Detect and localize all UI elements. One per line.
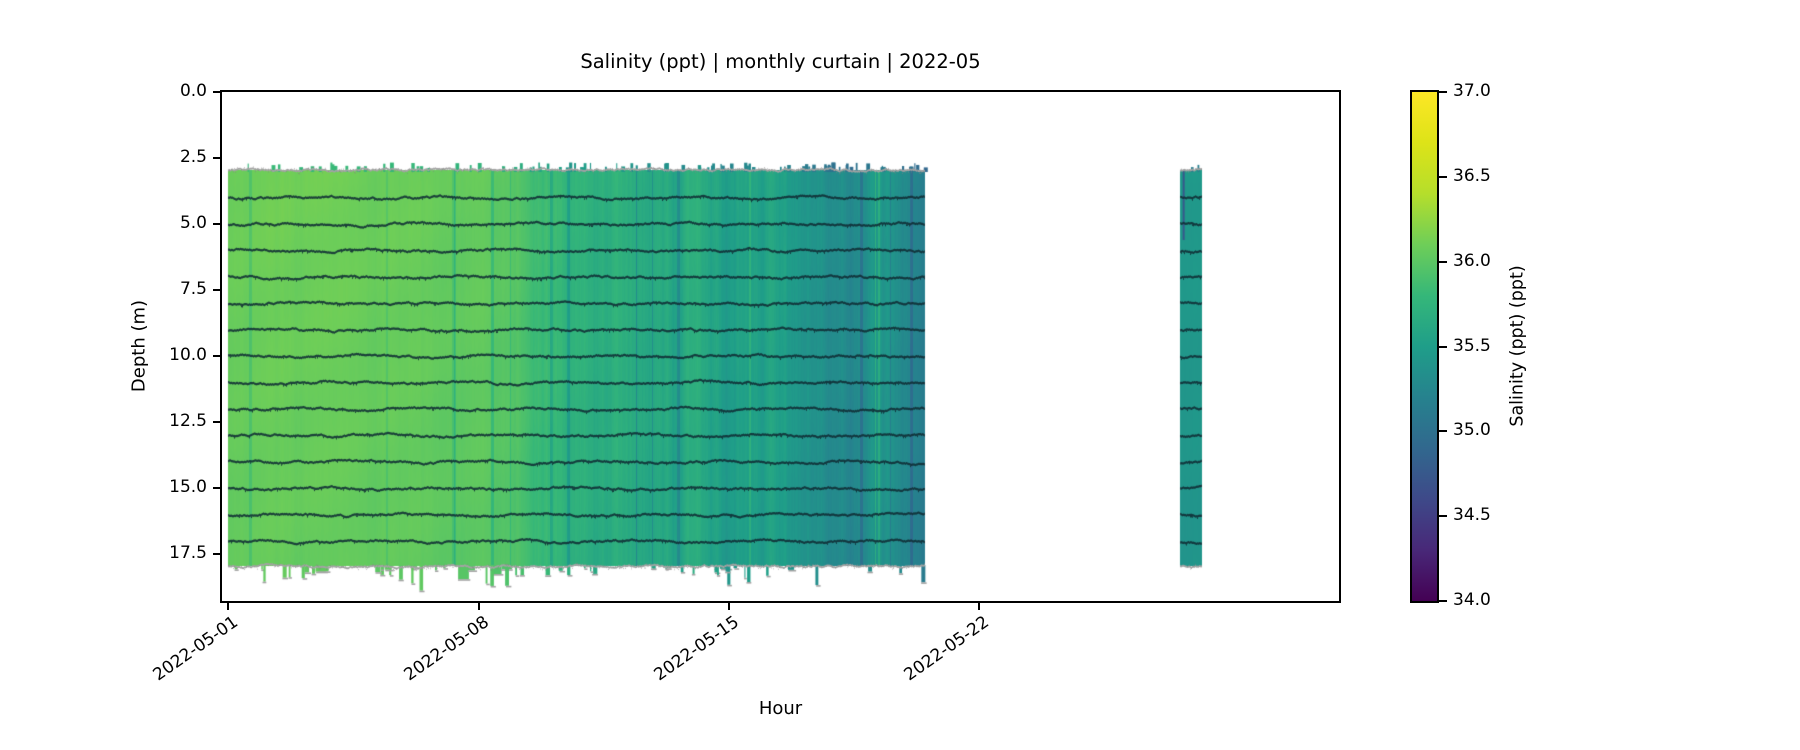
y-tick-mark xyxy=(213,355,222,358)
colorbar-tick-mark xyxy=(1439,345,1447,348)
colorbar-tick-label: 35.5 xyxy=(1453,335,1491,356)
y-tick-mark xyxy=(213,91,222,93)
x-tick-mark xyxy=(477,601,480,610)
colorbar-tick-mark xyxy=(1439,430,1447,433)
x-tick-label: 2022-05-01 xyxy=(149,612,242,686)
x-tick-mark xyxy=(727,601,730,610)
colorbar-gradient xyxy=(1412,92,1437,601)
colorbar-tick-label: 37.0 xyxy=(1453,81,1491,101)
y-tick-label: 2.5 xyxy=(179,147,207,168)
y-tick-mark xyxy=(213,553,222,556)
y-tick-mark xyxy=(213,223,222,226)
x-tick-label: 2022-05-08 xyxy=(400,612,493,686)
x-tick-label: 2022-05-15 xyxy=(650,612,743,686)
curtain-plot-canvas xyxy=(222,92,1339,601)
colorbar-tick-label: 34.5 xyxy=(1453,505,1491,526)
colorbar-tick-label: 36.0 xyxy=(1453,250,1491,271)
colorbar-label: Salinity (ppt) (ppt) xyxy=(1507,265,1528,427)
chart-title: Salinity (ppt) | monthly curtain | 2022-… xyxy=(580,50,981,73)
colorbar-tick-mark xyxy=(1439,175,1447,178)
colorbar-tick-label: 36.5 xyxy=(1453,165,1491,186)
y-tick-mark xyxy=(213,487,222,490)
y-tick-label: 5.0 xyxy=(179,213,207,234)
colorbar-tick-mark xyxy=(1439,515,1447,518)
x-tick-mark xyxy=(227,601,230,610)
colorbar-tick-mark xyxy=(1439,91,1447,93)
y-axis-label: Depth (m) xyxy=(128,299,150,393)
y-tick-label: 17.5 xyxy=(169,543,207,564)
y-tick-label: 10.0 xyxy=(169,345,207,366)
colorbar-tick-mark xyxy=(1439,600,1447,602)
x-tick-mark xyxy=(978,601,981,610)
y-tick-mark xyxy=(213,157,222,160)
x-tick-label: 2022-05-22 xyxy=(900,612,994,686)
plot-frame xyxy=(220,90,1341,603)
x-axis-label: Hour xyxy=(758,698,803,719)
colorbar-frame xyxy=(1410,90,1439,603)
y-tick-label: 7.5 xyxy=(179,279,207,300)
colorbar-tick-label: 35.0 xyxy=(1453,420,1491,441)
y-tick-mark xyxy=(213,421,222,424)
colorbar-tick-mark xyxy=(1439,260,1447,263)
y-tick-mark xyxy=(213,289,222,292)
y-tick-label: 15.0 xyxy=(169,477,207,498)
y-tick-label: 0.0 xyxy=(179,81,207,101)
colorbar-tick-label: 34.0 xyxy=(1453,590,1491,610)
y-tick-label: 12.5 xyxy=(169,411,207,432)
